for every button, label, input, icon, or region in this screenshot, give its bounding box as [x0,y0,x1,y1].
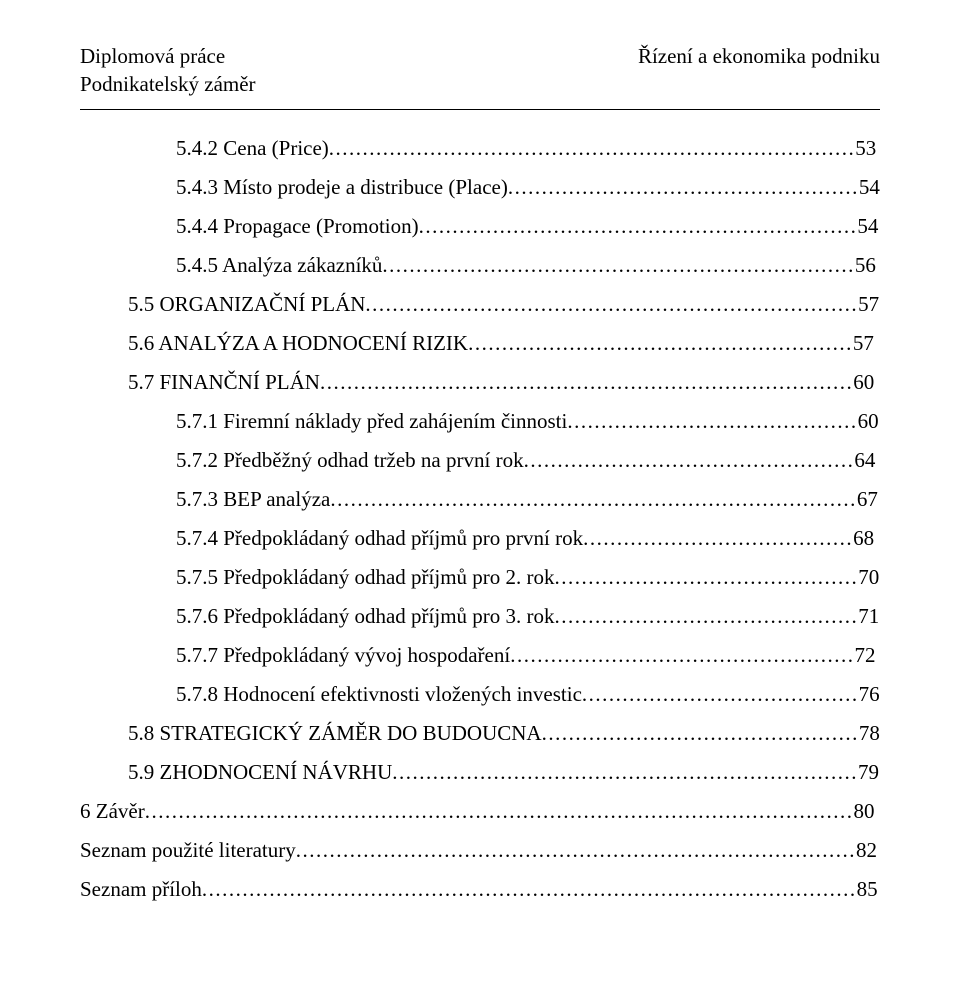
toc-page-number: 68 [853,526,874,550]
toc-row: 5.4.2 Cena (Price)......................… [80,138,880,159]
header-left-line1: Diplomová práce [80,42,225,70]
header-left-line2: Podnikatelský záměr [80,70,880,98]
toc-page-number: 54 [859,175,880,199]
toc-page-number: 85 [857,877,878,901]
toc-row: 5.4.5 Analýza zákazníků.................… [80,255,880,276]
toc-page-number: 60 [853,370,874,394]
toc-entry-label: 5.7.6 Předpokládaný odhad příjmů pro 3. … [176,604,555,628]
toc-leader-dots: ........................................… [419,214,858,238]
toc-row: 5.7.3 BEP analýza.......................… [80,489,880,510]
toc-entry-label: 5.7.3 BEP analýza [176,487,330,511]
toc-row: 5.7.2 Předběžný odhad tržeb na první rok… [80,450,880,471]
toc-entry-label: 5.4.4 Propagace (Promotion) [176,214,419,238]
toc-leader-dots: ........................................… [365,292,858,316]
toc-leader-dots: ........................................… [524,448,855,472]
toc-entry-label: 5.7.8 Hodnocení efektivnosti vložených i… [176,682,582,706]
toc-leader-dots: ........................................… [330,487,857,511]
toc-leader-dots: ........................................… [329,136,856,160]
toc-leader-dots: ........................................… [320,370,853,394]
toc-entry-label: 5.5 ORGANIZAČNÍ PLÁN [128,292,365,316]
toc-leader-dots: ........................................ [583,526,853,550]
toc-page-number: 72 [854,643,875,667]
toc-leader-dots: ........................................… [392,760,858,784]
toc-row: 5.7 FINANČNÍ PLÁN.......................… [80,372,880,393]
toc-row: 5.7.7 Předpokládaný vývoj hospodaření...… [80,645,880,666]
toc-row: Seznam použité literatury...............… [80,840,880,861]
toc-entry-label: Seznam příloh [80,877,202,901]
toc-entry-label: 5.7.1 Firemní náklady před zahájením čin… [176,409,567,433]
toc-page-number: 64 [854,448,875,472]
toc-entry-label: 5.9 ZHODNOCENÍ NÁVRHU [128,760,392,784]
toc-leader-dots: ........................................… [542,721,859,745]
table-of-contents: 5.4.2 Cena (Price)......................… [80,138,880,900]
toc-leader-dots: ........................................… [202,877,857,901]
toc-row: 5.4.3 Místo prodeje a distribuce (Place)… [80,177,880,198]
toc-page-number: 67 [857,487,878,511]
toc-leader-dots: ........................................… [508,175,859,199]
toc-page-number: 56 [855,253,876,277]
toc-leader-dots: ........................................… [567,409,857,433]
toc-row: 5.7.4 Předpokládaný odhad příjmů pro prv… [80,528,880,549]
toc-entry-label: 5.7 FINANČNÍ PLÁN [128,370,320,394]
header-rule [80,109,880,110]
header-right: Řízení a ekonomika podniku [638,42,880,70]
toc-page-number: 82 [856,838,877,862]
toc-leader-dots: ........................................… [555,565,859,589]
toc-row: 5.7.8 Hodnocení efektivnosti vložených i… [80,684,880,705]
toc-entry-label: 5.4.2 Cena (Price) [176,136,329,160]
toc-entry-label: 5.7.5 Předpokládaný odhad příjmů pro 2. … [176,565,555,589]
toc-page-number: 79 [858,760,879,784]
toc-entry-label: 5.7.7 Předpokládaný vývoj hospodaření [176,643,510,667]
toc-page-number: 70 [858,565,879,589]
toc-row: 5.4.4 Propagace (Promotion).............… [80,216,880,237]
toc-row: Seznam příloh...........................… [80,879,880,900]
page-header: Diplomová práce Řízení a ekonomika podni… [80,42,880,70]
toc-entry-label: 5.4.5 Analýza zákazníků [176,253,382,277]
toc-entry-label: 5.8 STRATEGICKÝ ZÁMĚR DO BUDOUCNA [128,721,542,745]
toc-entry-label: 5.7.2 Předběžný odhad tržeb na první rok [176,448,524,472]
toc-row: 5.7.5 Předpokládaný odhad příjmů pro 2. … [80,567,880,588]
toc-page-number: 76 [859,682,880,706]
toc-row: 6 Závěr.................................… [80,801,880,822]
toc-page-number: 54 [857,214,878,238]
toc-leader-dots: ........................................… [382,253,855,277]
toc-leader-dots: ........................................… [555,604,859,628]
toc-row: 5.5 ORGANIZAČNÍ PLÁN....................… [80,294,880,315]
page: Diplomová práce Řízení a ekonomika podni… [0,0,960,994]
toc-page-number: 71 [858,604,879,628]
toc-row: 5.7.6 Předpokládaný odhad příjmů pro 3. … [80,606,880,627]
toc-entry-label: 6 Závěr [80,799,145,823]
toc-entry-label: 5.4.3 Místo prodeje a distribuce (Place) [176,175,508,199]
toc-page-number: 78 [859,721,880,745]
toc-page-number: 80 [853,799,874,823]
toc-leader-dots: ........................................… [296,838,856,862]
toc-page-number: 57 [853,331,874,355]
toc-entry-label: 5.6 ANALÝZA A HODNOCENÍ RIZIK [128,331,468,355]
toc-page-number: 57 [858,292,879,316]
toc-entry-label: 5.7.4 Předpokládaný odhad příjmů pro prv… [176,526,583,550]
toc-row: 5.9 ZHODNOCENÍ NÁVRHU...................… [80,762,880,783]
toc-page-number: 53 [855,136,876,160]
toc-leader-dots: ........................................… [510,643,854,667]
toc-leader-dots: ........................................… [468,331,853,355]
toc-entry-label: Seznam použité literatury [80,838,296,862]
toc-leader-dots: ........................................… [582,682,859,706]
toc-row: 5.6 ANALÝZA A HODNOCENÍ RIZIK...........… [80,333,880,354]
toc-page-number: 60 [858,409,879,433]
toc-leader-dots: ........................................… [145,799,854,823]
toc-row: 5.7.1 Firemní náklady před zahájením čin… [80,411,880,432]
toc-row: 5.8 STRATEGICKÝ ZÁMĚR DO BUDOUCNA.......… [80,723,880,744]
